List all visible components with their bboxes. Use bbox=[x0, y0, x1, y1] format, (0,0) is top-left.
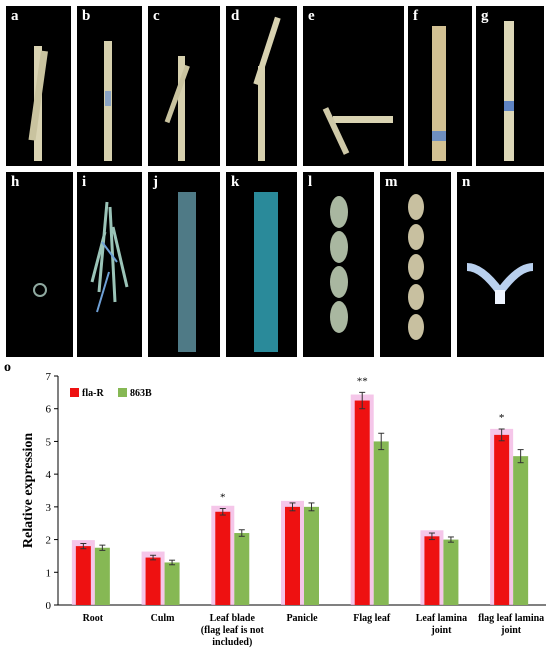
panel-label-d: d bbox=[231, 8, 240, 24]
y-tick-label: 0 bbox=[46, 600, 52, 612]
bar-863b bbox=[443, 539, 459, 605]
x-tick-label: Leaf lamina joint bbox=[416, 613, 467, 636]
bar-fla-r bbox=[75, 546, 91, 605]
x-tick-label: Root bbox=[83, 613, 104, 624]
bar-863b bbox=[513, 456, 529, 605]
legend-label: fla-R bbox=[82, 388, 104, 399]
significance-marker: ** bbox=[357, 375, 368, 387]
photo-panel-l: l bbox=[303, 172, 374, 357]
bar-863b bbox=[373, 441, 389, 605]
y-axis-label: Relative expression bbox=[21, 433, 36, 548]
panel-label-n: n bbox=[462, 174, 471, 190]
photo-panel-h: h bbox=[6, 172, 73, 357]
y-tick-label: 4 bbox=[46, 469, 52, 481]
panel-label-j: j bbox=[153, 174, 158, 190]
leaf-blade-image-j bbox=[178, 192, 196, 352]
photo-panel-k: k bbox=[226, 172, 297, 357]
legend-label: 863B bbox=[130, 388, 152, 399]
photo-panel-m: m bbox=[380, 172, 451, 357]
panel-label-e: e bbox=[308, 8, 315, 24]
bar-fla-r bbox=[285, 506, 300, 605]
y-tick-label: 5 bbox=[46, 436, 52, 448]
photo-panel-n: n bbox=[457, 172, 544, 357]
flag-leaf-joint-image-f bbox=[432, 26, 446, 161]
expression-bar-chart: 0 1 2 3 4 5 6 7 Relative expression Root Culm * Leaf… bbox=[21, 371, 546, 648]
culm-node-image-b bbox=[104, 41, 112, 161]
root-image-i bbox=[90, 201, 129, 313]
panel-label-f: f bbox=[413, 8, 418, 24]
panel-label-m: m bbox=[385, 174, 398, 190]
x-tick-label: Leaf blade (flag leaf is not included) bbox=[201, 613, 265, 648]
bar-863b bbox=[164, 562, 180, 605]
y-tick-label: 1 bbox=[46, 567, 52, 579]
chart-panel-label: o bbox=[4, 360, 11, 375]
y-tick-label: 6 bbox=[46, 404, 52, 416]
photo-panel-i: i bbox=[77, 172, 142, 357]
bar-fla-r bbox=[424, 536, 440, 605]
x-tick-label: Culm bbox=[151, 613, 176, 624]
leaf-lamina-joint-image-g bbox=[504, 21, 514, 161]
significance-marker: * bbox=[220, 491, 226, 503]
x-tick-label: flag leaf lamina joint bbox=[478, 613, 544, 636]
panel-label-a: a bbox=[11, 8, 19, 24]
photo-panel-b: b bbox=[77, 6, 142, 166]
y-tick-label: 3 bbox=[46, 502, 52, 514]
panel-label-h: h bbox=[11, 174, 20, 190]
photo-panel-c: c bbox=[148, 6, 220, 166]
culm-node-image-c bbox=[164, 56, 190, 161]
x-tick-label: Flag leaf bbox=[353, 613, 391, 624]
photo-panel-d: d bbox=[226, 6, 297, 166]
bar-863b bbox=[304, 506, 319, 605]
y-tick-label: 2 bbox=[46, 535, 52, 547]
x-tick-label: Panicle bbox=[286, 613, 318, 624]
photo-panel-e: e bbox=[303, 6, 404, 166]
legend-swatch bbox=[70, 388, 79, 397]
y-tick-label: 7 bbox=[46, 371, 52, 383]
significance-marker: * bbox=[499, 412, 505, 424]
panel-label-i: i bbox=[82, 174, 87, 190]
bar-fla-r bbox=[215, 511, 231, 605]
panel-label-l: l bbox=[308, 174, 313, 190]
bar-fla-r bbox=[494, 434, 510, 605]
photo-panel-g: g bbox=[476, 6, 544, 166]
legend-swatch bbox=[118, 388, 127, 397]
panel-label-k: k bbox=[231, 174, 240, 190]
seedling-image-n bbox=[466, 263, 534, 304]
panel-label-g: g bbox=[481, 8, 489, 24]
leaf-joint-image-e bbox=[322, 107, 393, 155]
panicle-image-m bbox=[408, 194, 424, 340]
bar-fla-r bbox=[145, 557, 161, 605]
bar-fla-r bbox=[354, 400, 370, 605]
bar-863b bbox=[234, 533, 250, 605]
culm-node-image-a bbox=[28, 46, 48, 161]
photo-panel-a: a bbox=[6, 6, 71, 166]
panicle-image-l bbox=[330, 196, 348, 333]
photo-panel-f: f bbox=[408, 6, 472, 166]
panel-label-c: c bbox=[153, 8, 160, 24]
culm-node-image-d bbox=[253, 16, 281, 161]
photo-panel-j: j bbox=[148, 172, 220, 357]
panel-label-b: b bbox=[82, 8, 91, 24]
flag-leaf-image-k bbox=[254, 192, 278, 352]
root-cross-section-image-h bbox=[33, 283, 47, 297]
bar-863b bbox=[94, 547, 110, 605]
